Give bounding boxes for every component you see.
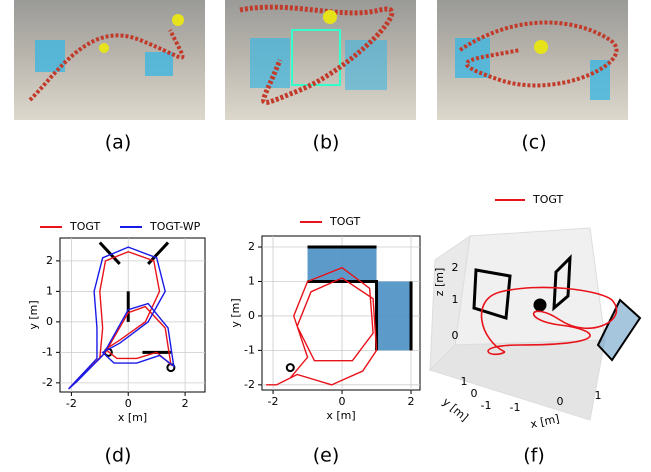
obstacle	[377, 281, 411, 350]
obstacle	[308, 247, 377, 281]
x-tick-label: 2	[408, 395, 415, 408]
3d-axes	[430, 228, 605, 420]
y-tick-label: 1	[46, 284, 53, 297]
y-axis-label: y [m]	[27, 300, 40, 329]
y-tick-label: -1	[244, 343, 255, 356]
y-tick-label: 1	[248, 274, 255, 287]
x-axis-label: x [m]	[118, 411, 147, 424]
x-tick-label: 1	[595, 389, 602, 402]
y-tick-label: -1	[481, 399, 492, 412]
panel-label: (d)	[105, 445, 132, 467]
y-tick-label: 0	[46, 315, 53, 328]
y-tick-label: 0	[471, 387, 478, 400]
panel-label: (a)	[105, 132, 131, 154]
x-tick-label: -1	[510, 401, 521, 414]
panel-label: (b)	[313, 132, 340, 154]
legend-label: TOGT	[532, 193, 564, 206]
x-tick-label: -2	[268, 395, 279, 408]
panel-label: (e)	[313, 445, 340, 467]
z-tick-label: 2	[452, 261, 459, 274]
photo-a	[14, 0, 205, 120]
x-tick-label: 0	[125, 397, 132, 410]
y-tick-label: 0	[248, 309, 255, 322]
z-tick-label: 0	[452, 329, 459, 342]
x-axis-label: x [m]	[529, 412, 560, 431]
y-tick-label: 1	[461, 375, 468, 388]
y-tick-label: 2	[248, 240, 255, 253]
photo-c	[437, 0, 628, 120]
legend-label: TOGT-WP	[149, 220, 201, 233]
y-axis-label: y [m]	[440, 395, 471, 424]
x-tick-label: 0	[339, 395, 346, 408]
x-tick-label: 2	[182, 397, 189, 410]
y-tick-label: -2	[42, 376, 53, 389]
z-tick-label: 1	[452, 293, 459, 306]
y-tick-label: -2	[244, 378, 255, 391]
figure: (a) (b) (c) (d) (e) (f) TOGT z [m] 2 1 0…	[0, 0, 651, 472]
legend-label: TOGT	[69, 220, 101, 233]
x-tick-label: 0	[557, 395, 564, 408]
photo-b	[225, 0, 416, 120]
panel-label: (c)	[521, 132, 546, 154]
panel-label: (f)	[523, 445, 545, 467]
x-axis-label: x [m]	[326, 409, 355, 422]
z-axis-label: z [m]	[433, 268, 446, 297]
y-axis-label: y [m]	[229, 298, 242, 327]
x-tick-label: -2	[66, 397, 77, 410]
y-tick-label: -1	[42, 345, 53, 358]
y-tick-label: 2	[46, 254, 53, 267]
legend-label: TOGT	[329, 215, 361, 228]
